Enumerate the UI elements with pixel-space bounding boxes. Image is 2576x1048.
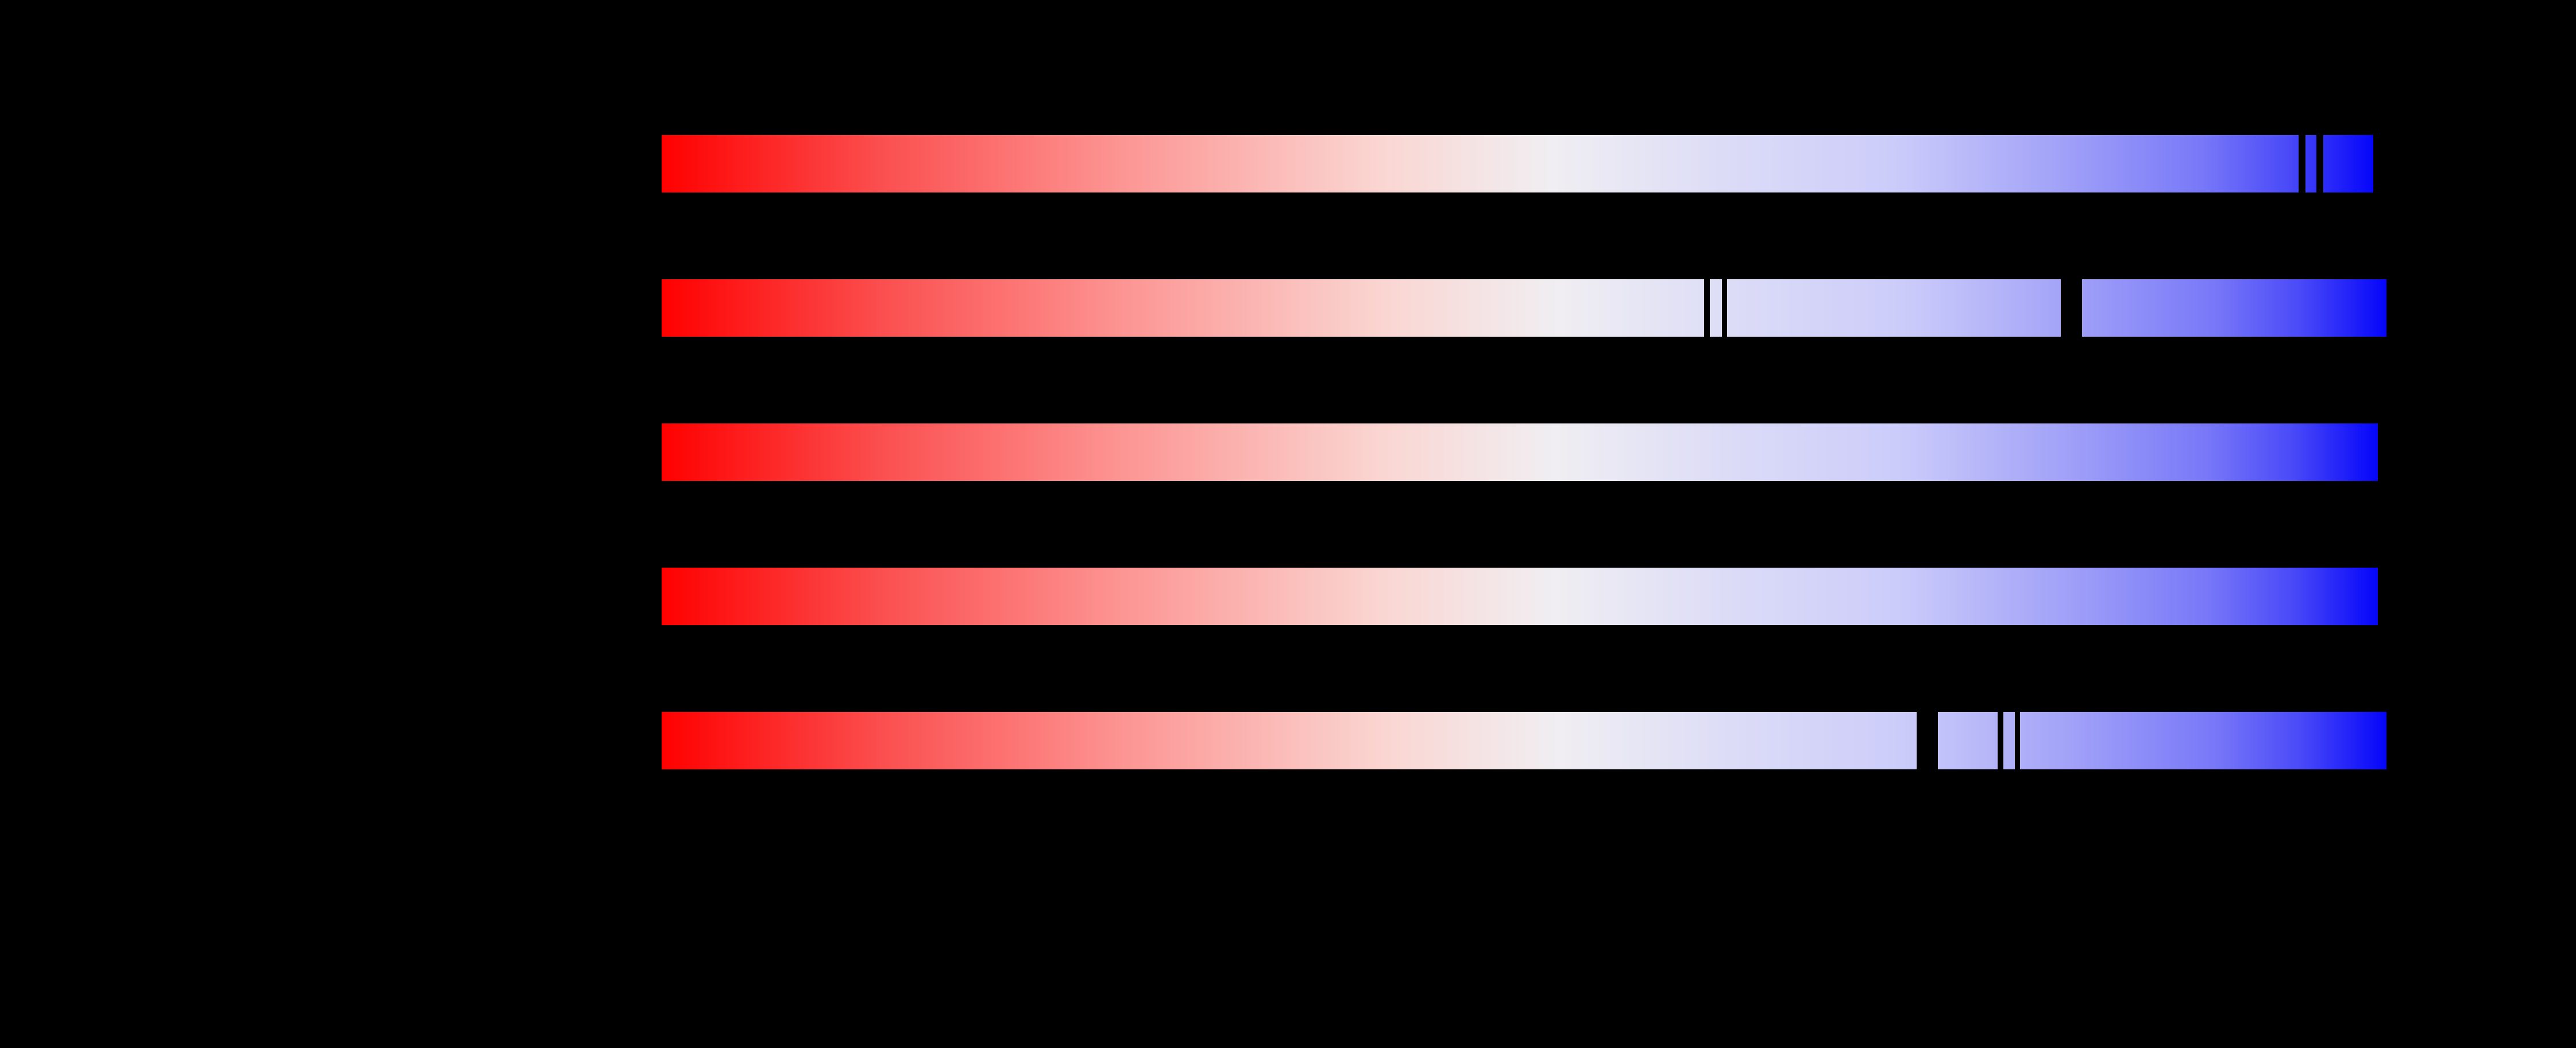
marker-line-5-3 bbox=[2015, 712, 2020, 769]
marker-line-2-2 bbox=[1722, 279, 1727, 337]
gradient-strip-1 bbox=[662, 135, 2373, 192]
marker-line-1-2 bbox=[2316, 135, 2323, 192]
marker-line-1-1 bbox=[2299, 135, 2305, 192]
gradient-strip-2 bbox=[662, 279, 2386, 337]
gradient-strip-5 bbox=[662, 712, 2386, 769]
gradient-strip-3 bbox=[662, 423, 2378, 481]
gradient-strip-4 bbox=[662, 568, 2378, 625]
marker-line-2-1 bbox=[1704, 279, 1710, 337]
marker-line-5-2 bbox=[1998, 712, 2003, 769]
marker-line-5-1 bbox=[1917, 712, 1938, 769]
marker-line-2-3 bbox=[2061, 279, 2082, 337]
